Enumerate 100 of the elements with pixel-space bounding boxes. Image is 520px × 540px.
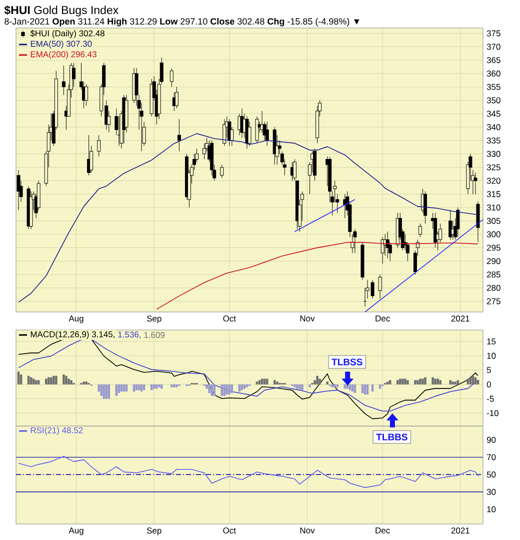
y-tick-label: 355 xyxy=(486,84,500,90)
x-tick-label: Nov xyxy=(300,528,315,534)
x-tick-label: Sep xyxy=(146,316,162,324)
candlestick xyxy=(72,62,76,88)
bar xyxy=(160,384,163,389)
bar xyxy=(404,378,406,384)
bar xyxy=(402,378,404,384)
y-tick-label: 360 xyxy=(486,70,500,77)
y-tick-label: 30 xyxy=(486,488,496,495)
candlestick xyxy=(456,207,460,238)
candlestick xyxy=(174,86,178,109)
bar xyxy=(32,378,35,384)
bar xyxy=(439,380,442,384)
candlestick xyxy=(265,122,269,146)
annotation: TLBSS xyxy=(332,358,362,366)
y-tick-label: 335 xyxy=(486,138,500,144)
bar xyxy=(55,376,58,384)
bar xyxy=(434,378,436,384)
y-tick-label: 365 xyxy=(486,57,500,64)
candlestick xyxy=(97,134,101,157)
candlestick xyxy=(84,84,88,106)
y-tick-label: 375 xyxy=(486,30,500,36)
y-tick-label: 340 xyxy=(486,124,500,130)
candlestick xyxy=(474,172,478,194)
bar xyxy=(336,384,339,388)
bar xyxy=(386,382,389,384)
candlestick xyxy=(16,170,20,210)
bar xyxy=(258,380,261,384)
bar xyxy=(432,377,434,384)
y-tick-label: 90 xyxy=(486,436,496,443)
legend-label: RSI(21) 48.52 xyxy=(30,427,83,435)
x-tick-label: Aug xyxy=(68,316,84,324)
x-tick-label: Oct xyxy=(223,316,236,322)
y-tick-label: 345 xyxy=(486,110,500,117)
y-tick-label: 370 xyxy=(486,44,500,50)
bar xyxy=(65,376,68,384)
bar xyxy=(334,384,336,388)
bar xyxy=(176,384,178,388)
bar xyxy=(294,384,296,388)
candlestick xyxy=(418,223,422,238)
bar xyxy=(173,384,176,388)
legend-label: EMA(50) 307.30 xyxy=(30,40,92,48)
bar xyxy=(108,384,110,399)
bar xyxy=(70,380,72,384)
y-tick-label: 325 xyxy=(486,164,500,170)
candlestick xyxy=(476,201,480,242)
bar xyxy=(210,384,213,396)
y-tick-label: 310 xyxy=(486,204,500,211)
legend-label: MACD(12,26,9) 3.145, xyxy=(30,331,114,339)
series-label: 1.536, xyxy=(118,331,141,338)
bar xyxy=(318,378,321,384)
bar xyxy=(436,378,439,384)
y-tick-label: -10 xyxy=(486,410,498,416)
candlestick xyxy=(220,164,224,178)
y-tick-label: 5 xyxy=(486,367,491,374)
y-tick-label: 280 xyxy=(486,284,500,291)
bar xyxy=(452,382,454,384)
bar xyxy=(37,380,40,384)
candlestick xyxy=(170,68,174,88)
bar xyxy=(246,384,248,388)
bar xyxy=(406,380,409,384)
bar xyxy=(399,378,402,384)
y-tick-label: 285 xyxy=(486,271,500,278)
legend-label: $HUI (Daily) 302.48 xyxy=(30,30,104,38)
bar xyxy=(456,380,460,384)
bar xyxy=(50,377,52,384)
y-tick-label: 295 xyxy=(486,244,500,251)
chart-title: $HUI Gold Bugs Index xyxy=(4,5,118,16)
bar xyxy=(208,384,210,394)
candlestick xyxy=(62,65,66,96)
x-tick-label: Dec xyxy=(376,528,390,534)
y-tick-label: 305 xyxy=(486,218,500,224)
bar xyxy=(82,382,85,384)
bar xyxy=(266,378,268,384)
y-tick-label: 10 xyxy=(487,506,496,512)
line-series xyxy=(18,456,478,488)
x-tick-label: Sep xyxy=(146,528,162,536)
candlestick xyxy=(378,274,382,299)
bar xyxy=(308,384,311,388)
bar xyxy=(422,378,424,384)
bar xyxy=(296,384,298,389)
bar xyxy=(388,380,392,384)
bar xyxy=(396,380,399,384)
y-tick-label: 275 xyxy=(486,298,500,304)
x-tick-label: Dec xyxy=(376,316,390,322)
bar xyxy=(62,374,65,384)
bar xyxy=(416,380,419,384)
bar xyxy=(263,378,266,384)
bar xyxy=(301,384,304,390)
bar xyxy=(100,384,102,396)
y-tick-label: 320 xyxy=(486,178,500,184)
y-tick-label: 300 xyxy=(486,231,500,238)
bar xyxy=(414,380,416,384)
bar xyxy=(273,380,276,384)
bar xyxy=(331,384,334,388)
bar xyxy=(298,384,301,390)
y-tick-label: 50 xyxy=(486,472,496,478)
bar xyxy=(424,377,426,384)
legend-label: EMA(200) 296.43 xyxy=(30,51,96,59)
y-tick-label: 350 xyxy=(486,97,500,104)
